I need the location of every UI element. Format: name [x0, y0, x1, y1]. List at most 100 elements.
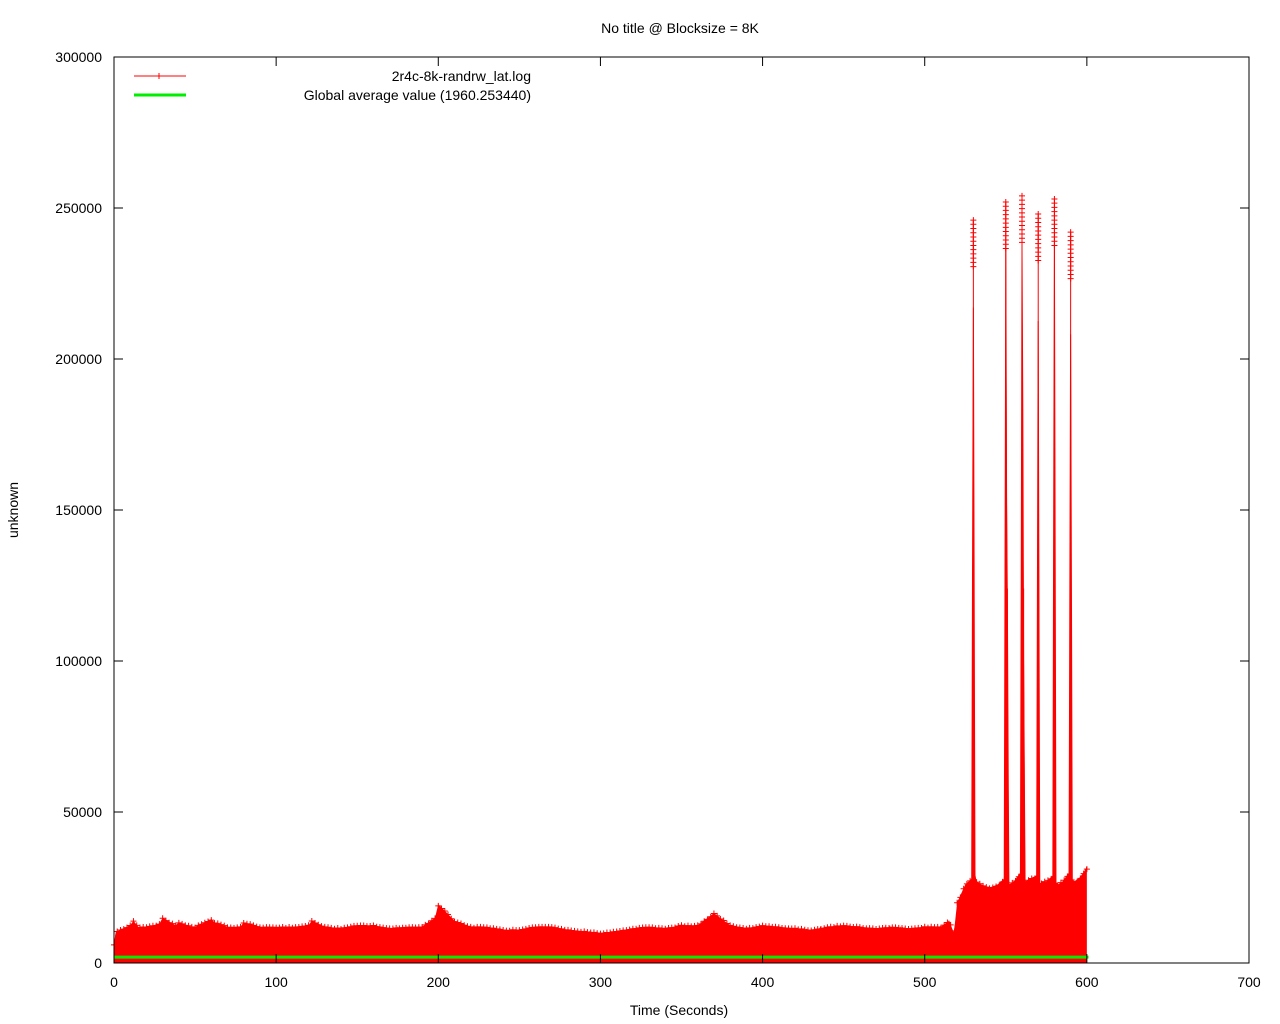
series-point	[607, 929, 614, 936]
series-point	[188, 923, 195, 930]
y-tick-label: 150000	[55, 502, 102, 518]
y-tick-label: 200000	[55, 351, 102, 367]
series-point	[422, 921, 429, 928]
series-point	[454, 919, 461, 926]
chart-title: No title @ Blocksize = 8K	[601, 20, 759, 36]
series-point	[127, 922, 134, 929]
series-point	[490, 925, 497, 932]
series-point	[717, 916, 724, 923]
series-point	[986, 885, 993, 892]
series-point	[208, 917, 215, 924]
x-tick-label: 100	[264, 974, 288, 990]
series-point	[302, 922, 309, 929]
series-point	[937, 924, 944, 931]
series-point	[672, 924, 679, 931]
series-point	[1080, 870, 1087, 877]
legend-label-series: 2r4c-8k-randrw_lat.log	[392, 68, 531, 84]
series-point	[500, 927, 507, 934]
series-point	[963, 880, 970, 887]
series-point	[1009, 879, 1016, 886]
series-point	[451, 918, 458, 925]
series-point	[837, 923, 844, 930]
series-point	[198, 921, 205, 928]
series-point	[506, 927, 513, 934]
series-point	[276, 924, 283, 931]
series-point	[633, 925, 640, 932]
series-point	[924, 924, 931, 931]
series-point	[824, 924, 831, 931]
series-point	[1012, 878, 1019, 885]
legend-marker-series	[156, 73, 162, 79]
series-point	[853, 923, 860, 930]
series-point	[1051, 242, 1058, 249]
series-point	[801, 926, 808, 933]
series-point	[166, 919, 173, 926]
series-point	[325, 924, 332, 931]
series-point	[522, 925, 529, 932]
series-point	[214, 920, 221, 927]
x-tick-label: 600	[1075, 974, 1099, 990]
series-point	[600, 930, 607, 937]
series-point	[201, 919, 208, 926]
series-point	[1038, 880, 1045, 887]
series-point	[996, 882, 1003, 889]
series-point	[723, 920, 730, 927]
series-point	[159, 915, 166, 922]
series-point	[574, 928, 581, 935]
series-point	[681, 923, 688, 930]
series-point	[1006, 881, 1013, 888]
series-point	[195, 922, 202, 929]
series-point	[260, 924, 267, 931]
y-tick-label: 0	[94, 955, 102, 971]
series-point	[172, 922, 179, 929]
series-point	[902, 925, 909, 932]
x-tick-label: 0	[110, 974, 118, 990]
x-tick-label: 200	[427, 974, 451, 990]
series-point	[441, 907, 448, 914]
series-point	[1061, 877, 1068, 884]
series-point	[461, 922, 468, 929]
series-point	[334, 925, 341, 932]
series-point	[286, 923, 293, 930]
series-point	[130, 918, 137, 925]
series-point	[347, 923, 354, 930]
series-point	[205, 918, 212, 925]
y-axis-label: unknown	[5, 482, 21, 538]
series-point	[756, 923, 763, 930]
series-point	[331, 925, 338, 932]
series-point	[464, 923, 471, 930]
legend: 2r4c-8k-randrw_lat.log Global average va…	[134, 68, 531, 103]
series-point	[1015, 873, 1022, 880]
series-point	[428, 917, 435, 924]
y-tick-label: 300000	[55, 49, 102, 65]
series-point	[976, 880, 983, 887]
series-point	[616, 927, 623, 934]
series-point	[830, 924, 837, 931]
series-point	[143, 924, 150, 931]
series-point	[954, 899, 961, 906]
series-point	[123, 924, 130, 931]
series-point	[980, 882, 987, 889]
series-point	[179, 920, 186, 927]
series-point	[821, 925, 828, 932]
series-point	[438, 905, 445, 912]
series-point	[338, 925, 344, 932]
series-point	[493, 925, 500, 932]
series-point	[185, 922, 192, 929]
series-point	[282, 924, 289, 931]
series-point	[811, 926, 818, 933]
series-point	[432, 915, 439, 922]
series-point	[989, 884, 996, 891]
series-point	[389, 925, 396, 932]
series-point	[662, 925, 669, 932]
series-point	[766, 923, 773, 930]
series-point	[396, 925, 403, 932]
series-point	[162, 917, 169, 924]
series-point	[1025, 877, 1032, 884]
series-point	[156, 921, 163, 928]
series-point	[1077, 875, 1084, 882]
plot-data-layer	[111, 192, 1090, 964]
series-point	[445, 911, 452, 918]
series-point	[701, 918, 708, 925]
